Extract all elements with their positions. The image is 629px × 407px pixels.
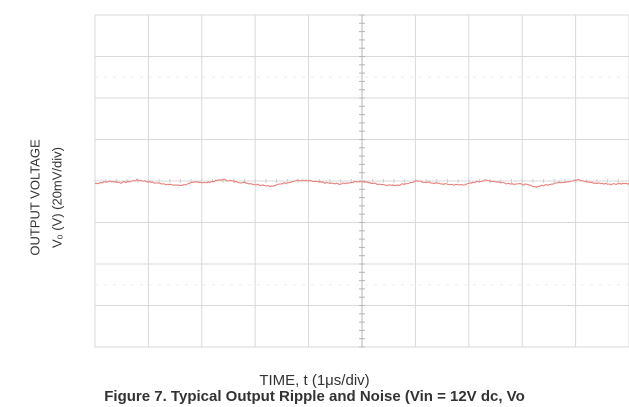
x-axis-label: TIME, t (1μs/div) [259,372,370,389]
trace-line [94,178,629,188]
y-axis-label-line2: Vₒ (V) (20mV/div) [49,147,65,248]
figure-caption: Figure 7. Typical Output Ripple and Nois… [104,388,525,405]
trace-group [94,178,629,188]
grid [94,14,629,348]
y-axis-label-line1: OUTPUT VOLTAGE [27,139,43,256]
